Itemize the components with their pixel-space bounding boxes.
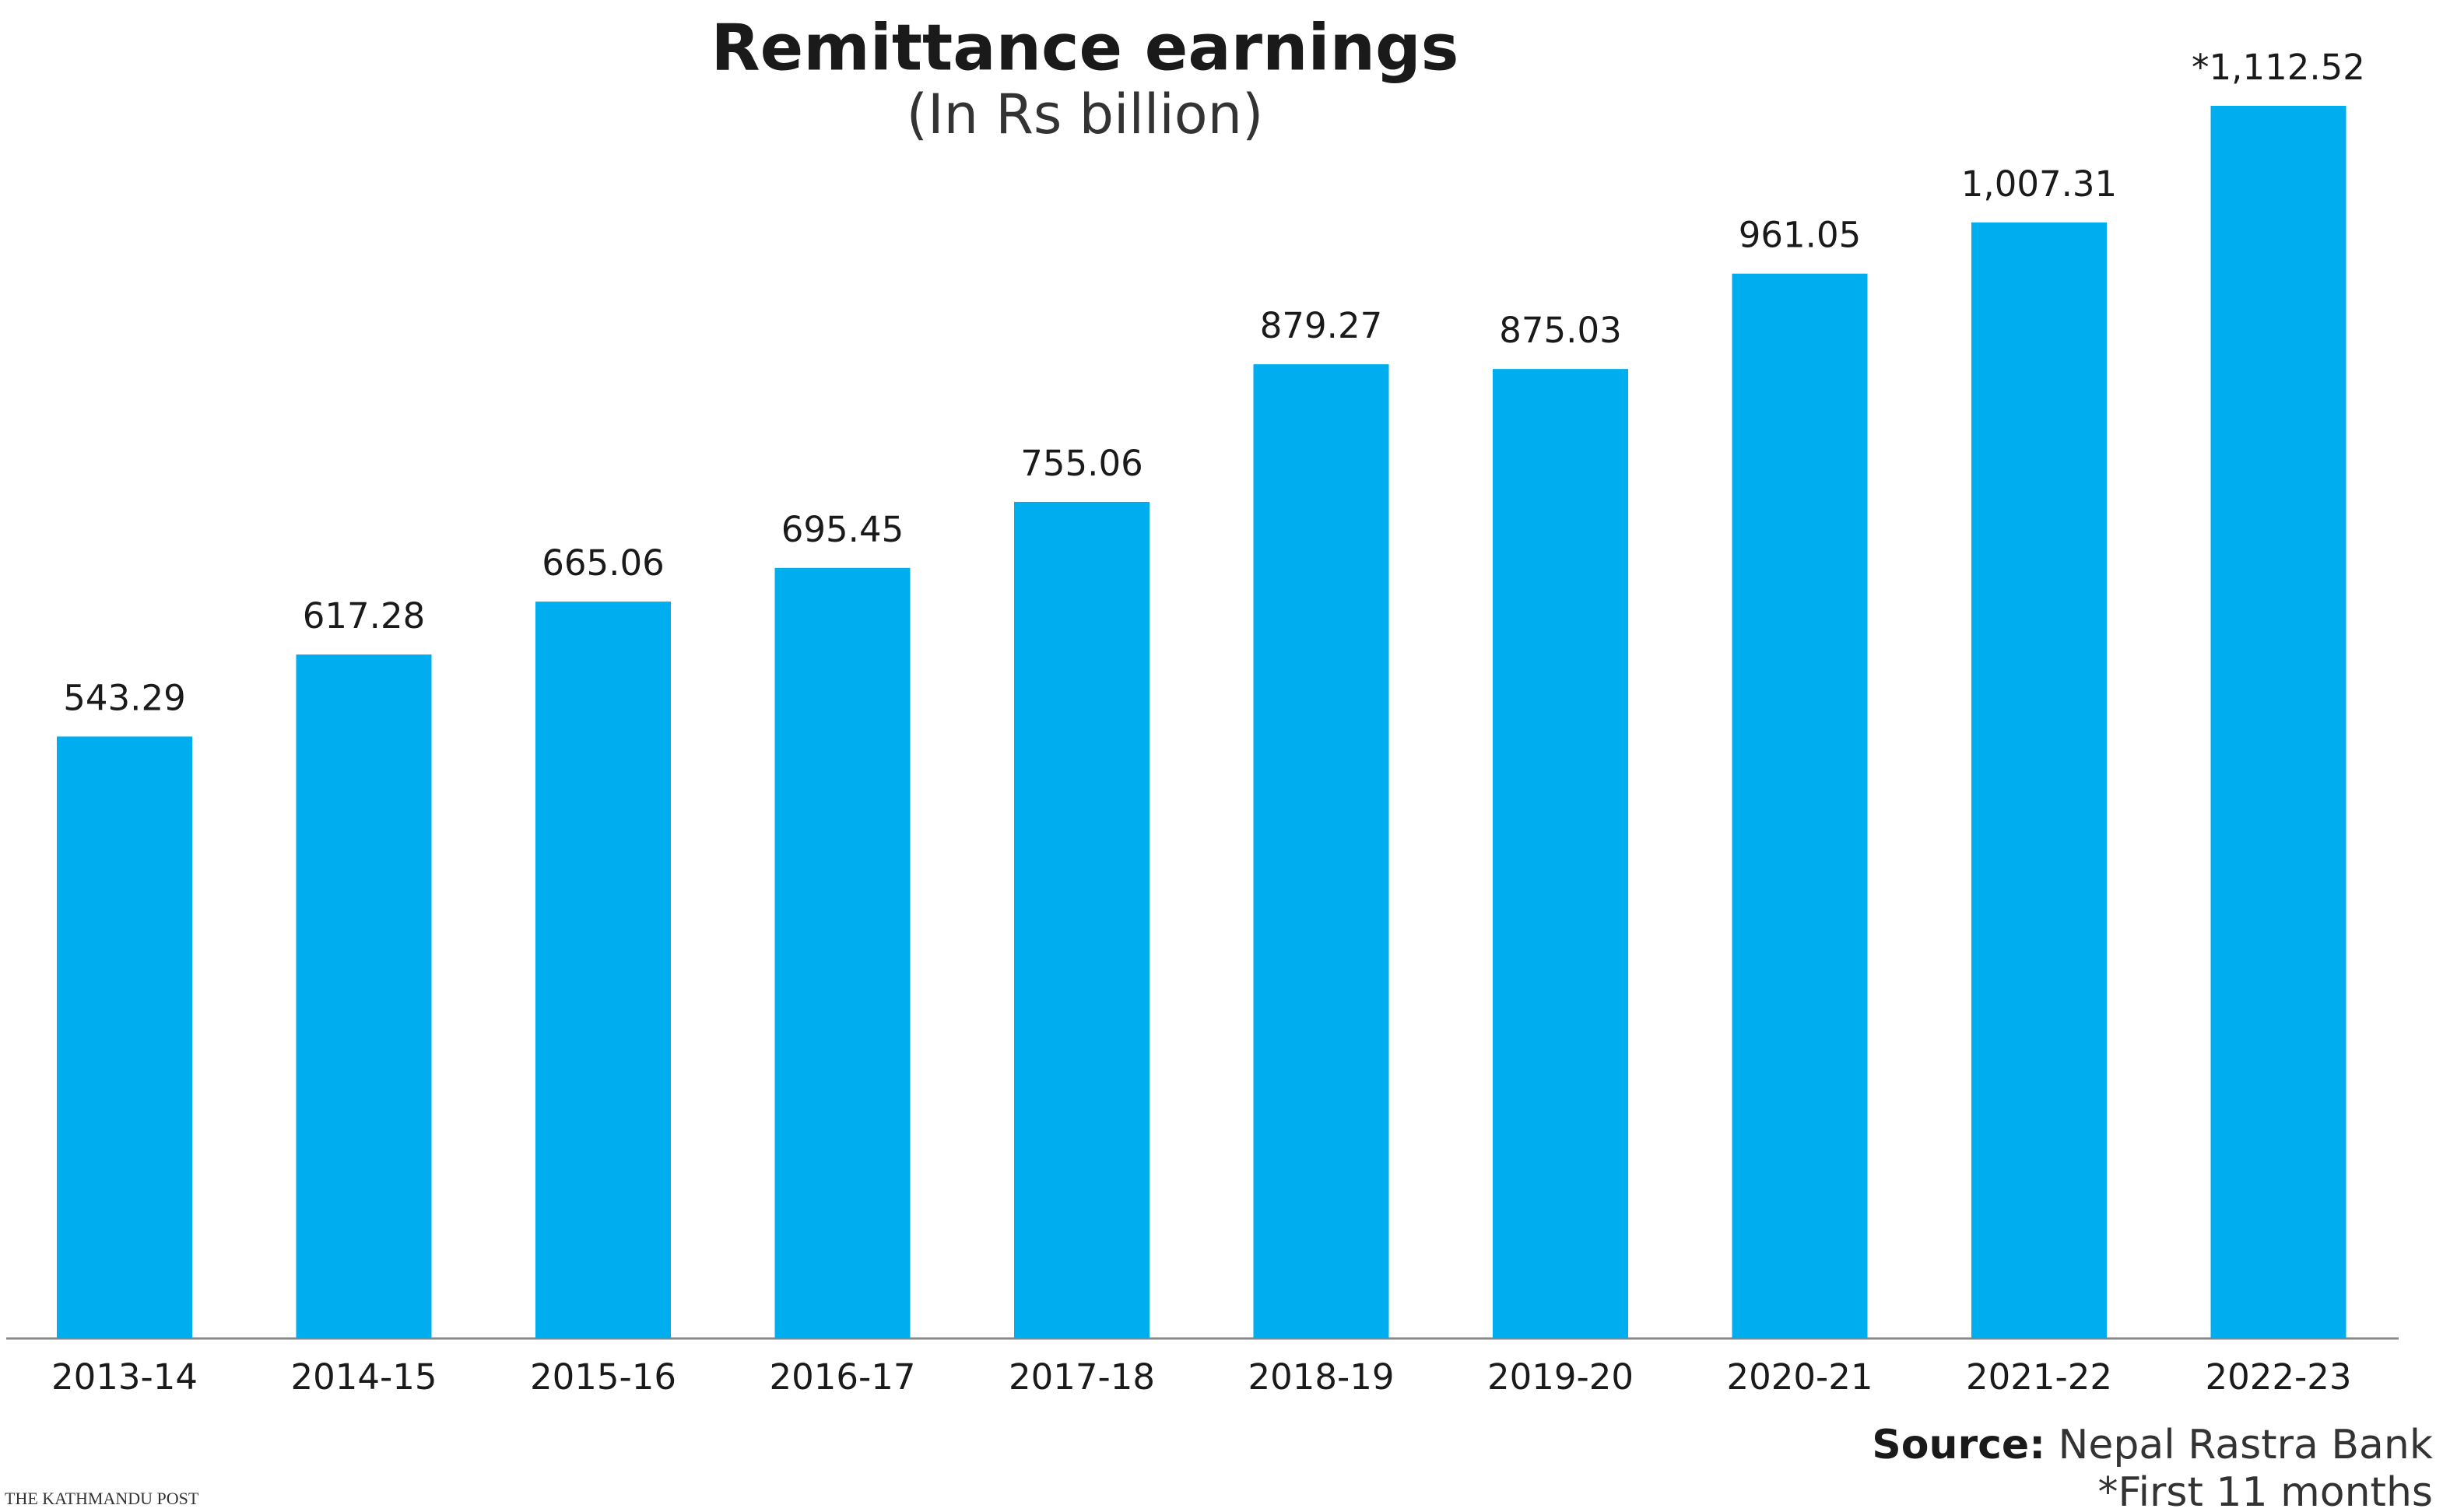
value-label: 695.45 (781, 509, 904, 550)
logo: THE KATHMANDU POST (5, 1489, 199, 1508)
x-tick-label: 2020-21 (1726, 1356, 1873, 1398)
value-label: 879.27 (1260, 305, 1382, 346)
bar (2210, 106, 2346, 1338)
bar (774, 567, 911, 1338)
x-tick-label: 2014-15 (290, 1356, 437, 1398)
value-label: 875.03 (1499, 310, 1621, 351)
bar (1971, 222, 2107, 1339)
chart-title: Remittance earnings (711, 11, 1459, 85)
value-label: 1,007.31 (1961, 163, 2117, 205)
x-tick-label: 2021-22 (1966, 1356, 2112, 1398)
bar (1253, 364, 1389, 1338)
value-label: 543.29 (63, 677, 185, 718)
x-tick-label: 2016-17 (769, 1356, 915, 1398)
value-label: 755.06 (1020, 443, 1143, 484)
value-label: 617.28 (303, 595, 425, 637)
source: Source: Nepal Rastra Bank (1872, 1422, 2433, 1468)
footnote: *First 11 months (2097, 1469, 2433, 1512)
bar (1732, 273, 1868, 1339)
bar (296, 654, 432, 1338)
chart-subtitle: (In Rs billion) (907, 82, 1264, 146)
x-tick-label: 2018-19 (1248, 1356, 1394, 1398)
x-tick-label: 2013-14 (51, 1356, 198, 1398)
bar (57, 736, 192, 1338)
source-name: Nepal Rastra Bank (2059, 1422, 2433, 1468)
value-label: *1,112.52 (2192, 47, 2365, 88)
value-label: 665.06 (542, 542, 664, 584)
source-label: Source: (1872, 1422, 2045, 1468)
bar (1014, 501, 1150, 1338)
x-tick-label: 2015-16 (530, 1356, 676, 1398)
x-tick-label: 2019-20 (1487, 1356, 1634, 1398)
value-label: 961.05 (1739, 215, 1861, 256)
bar (535, 602, 671, 1338)
x-tick-label: 2022-23 (2205, 1356, 2351, 1398)
bar (1493, 369, 1628, 1339)
x-tick-label: 2017-18 (1009, 1356, 1155, 1398)
